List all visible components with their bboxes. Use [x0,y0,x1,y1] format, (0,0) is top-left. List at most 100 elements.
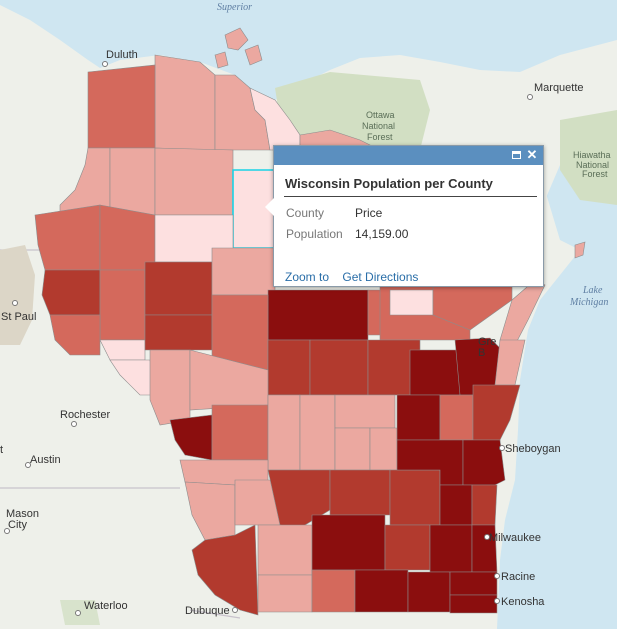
county-racine[interactable] [449,571,498,596]
label-ottawa-1: Ottawa [366,110,395,120]
label-stpaul: St Paul [1,311,36,323]
label-rochester: Rochester [60,409,110,421]
county-greenlake[interactable] [369,427,398,471]
county-adams[interactable] [299,394,336,471]
county-iowa[interactable] [257,524,313,576]
county-jefferson[interactable] [384,524,431,571]
county-ozaukee[interactable] [471,484,498,526]
attribute-label: Population [286,227,343,241]
city-dot-duluth [102,61,108,67]
city-dot-dubuque [232,607,238,613]
county-kenosha[interactable] [449,594,498,614]
label-greenbay-a: Gre [478,336,496,348]
city-dot-marquette [527,94,533,100]
county-menominee[interactable] [389,289,434,316]
county-sawyer[interactable] [154,147,234,216]
urban-area [0,245,35,345]
county-lafayette[interactable] [257,574,313,613]
county-douglas[interactable] [87,64,156,149]
county-green[interactable] [311,569,356,613]
county-pierce[interactable] [49,314,101,356]
county-winnebago[interactable] [396,394,441,441]
county-layer[interactable] [34,27,586,616]
label-hiawatha-1: Hiawatha [573,150,611,160]
county-shawano[interactable] [409,349,461,396]
label-greenbay-b: B [478,347,485,359]
city-dot-stpaul [12,300,18,306]
county-chippewa[interactable] [144,261,213,316]
close-icon[interactable]: ✕ [526,147,538,162]
label-waterloo: Waterloo [84,600,128,612]
popup-actions: Zoom to Get Directions [285,270,428,284]
city-dot-masoncity [4,528,10,534]
attribute-row: Population 14,159.00 [284,225,410,246]
zoom-to-link[interactable]: Zoom to [285,270,330,284]
label-austin: Austin [30,454,61,466]
maximize-icon[interactable] [509,148,523,162]
county-manitowoc[interactable] [472,384,521,441]
county-stcroix[interactable] [41,269,101,316]
popup-divider [284,196,537,197]
county-islands[interactable] [214,27,263,69]
attribute-label: County [286,206,325,220]
label-dubuque: Dubuque [185,605,230,617]
label-lake-michigan-1: Lake [582,285,603,296]
county-rock[interactable] [354,569,409,613]
county-lacrosse[interactable] [169,414,213,461]
label-milwaukee: Milwaukee [489,532,541,544]
county-marathon[interactable] [267,289,369,341]
county-sheboygan[interactable] [462,439,506,486]
attribute-row: County Price [284,204,410,225]
get-directions-link[interactable]: Get Directions [342,270,419,284]
county-fonddulac[interactable] [389,469,441,526]
label-lake-michigan-2: Michigan [569,297,608,308]
county-buffalo[interactable] [109,359,156,396]
county-wood[interactable] [267,339,311,396]
label-hiawatha-3: Forest [582,169,608,179]
county-eauclaire[interactable] [144,314,213,351]
lake-michigan [497,110,617,629]
county-marquette[interactable] [334,427,371,471]
county-portage[interactable] [309,339,369,396]
county-grant[interactable] [191,524,259,616]
county-barron[interactable] [99,204,156,271]
label-marquette: Marquette [534,82,584,94]
popup-titlebar: ✕ [274,146,543,165]
county-bayfield[interactable] [154,54,216,151]
city-dot-milwaukee [484,534,490,540]
label-ottawa-3: Forest [367,132,393,142]
label-mason-1: Mason [6,508,39,520]
attribute-value: 14,159.00 [355,227,409,241]
city-dot-sheboygan [499,445,505,451]
county-taylor[interactable] [211,247,276,296]
city-dot-racine [494,573,500,579]
county-washburn[interactable] [109,147,156,216]
label-ottawa-2: National [362,121,395,131]
city-dot-kenosha [494,598,500,604]
label-duluth: Duluth [106,49,138,61]
label-racine: Racine [501,571,535,583]
county-dunn[interactable] [99,269,146,341]
county-trempealeau[interactable] [149,349,191,426]
county-washington[interactable] [439,484,473,526]
info-popup: ✕ Wisconsin Population per County County… [265,145,544,287]
county-waushara[interactable] [334,394,396,429]
label-mason-2: City [8,519,27,531]
county-walworth[interactable] [407,571,451,613]
city-dot-rochester [71,421,77,427]
label-superior: Superior [217,2,252,13]
county-monroe[interactable] [211,404,269,461]
county-polk[interactable] [34,204,101,271]
city-dot-waterloo [75,610,81,616]
county-juneau[interactable] [267,394,301,471]
county-dane[interactable] [311,514,386,571]
county-columbia[interactable] [329,469,391,516]
county-outagamie[interactable] [439,394,474,441]
label-sheboygan: Sheboygan [505,443,561,455]
popup-pointer [265,198,274,216]
county-waukesha[interactable] [429,524,473,573]
popup-title: Wisconsin Population per County [285,176,493,191]
city-dot-austin [25,462,31,468]
lake-superior [0,0,617,100]
